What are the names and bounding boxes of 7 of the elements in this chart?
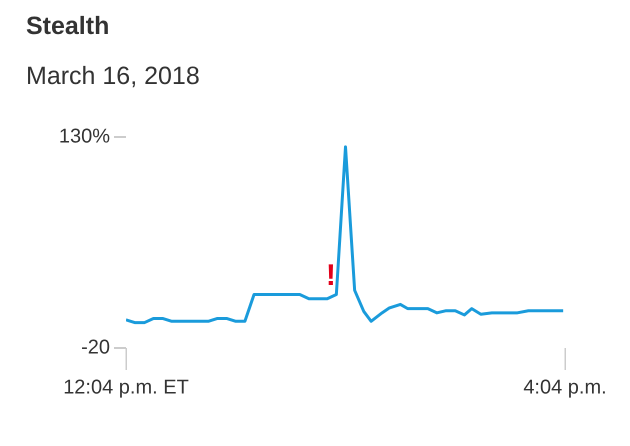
y-tick-label: 130%: [58, 126, 110, 148]
chart-title: Stealth: [26, 12, 110, 41]
annotation: !: [326, 259, 336, 292]
x-tick-label: 4:04 p.m.: [523, 376, 607, 399]
chart-subtitle: March 16, 2018: [26, 62, 200, 91]
x-tick-label: 12:04 p.m. ET: [63, 376, 189, 399]
y-tick-label: -20: [81, 336, 110, 359]
